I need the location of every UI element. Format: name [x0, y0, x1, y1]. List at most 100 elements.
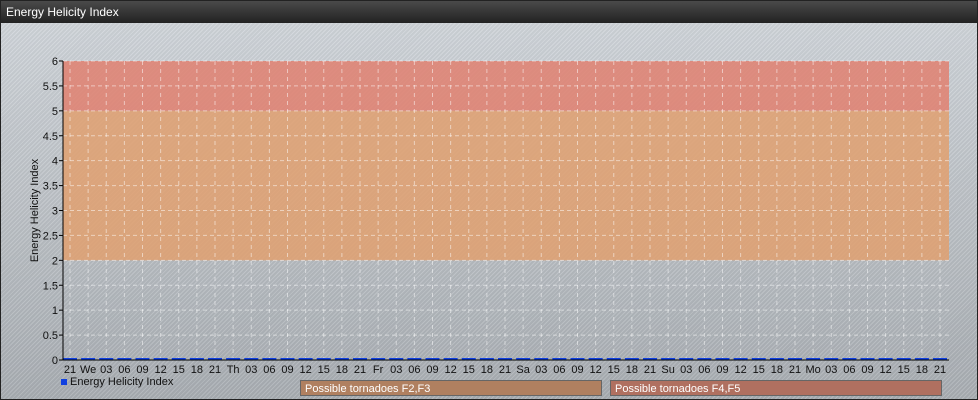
y-tick-label: 6 [52, 56, 58, 68]
bar [624, 358, 639, 360]
bar [117, 358, 132, 360]
y-tick-label: 3.5 [43, 181, 58, 193]
x-tick-label: 03 [390, 364, 402, 376]
bar [135, 358, 150, 360]
x-tick-label: 21 [644, 364, 656, 376]
bar [371, 358, 386, 360]
x-tick-label: 09 [426, 364, 438, 376]
x-tick-label: 12 [590, 364, 602, 376]
bar [516, 358, 531, 360]
x-tick-label: 18 [481, 364, 493, 376]
bar [443, 358, 458, 360]
bar [733, 358, 748, 360]
x-tick-label: 15 [608, 364, 620, 376]
bar [298, 358, 313, 360]
bar [280, 358, 295, 360]
x-tick-label: 15 [173, 364, 185, 376]
x-tick-label: 03 [680, 364, 692, 376]
bar [99, 358, 114, 360]
x-tick-label: 15 [898, 364, 910, 376]
bar [316, 358, 331, 360]
bar [63, 358, 77, 360]
x-tick-label: 18 [771, 364, 783, 376]
y-tick-label: 4.5 [43, 131, 58, 143]
x-tick-label: 06 [553, 364, 565, 376]
bar [461, 358, 476, 360]
x-tick-label: 06 [698, 364, 710, 376]
x-tick-label: 03 [535, 364, 547, 376]
y-tick-label: 2.5 [43, 230, 58, 242]
bar [788, 358, 802, 360]
y-tick-label: 1 [52, 305, 58, 317]
x-tick-label: 18 [336, 364, 348, 376]
bar [244, 358, 259, 360]
panel-title: Energy Helicity Index [1, 1, 977, 23]
bar [606, 358, 621, 360]
bar [643, 358, 657, 360]
y-tick-label: 5.5 [43, 81, 58, 93]
bar [534, 358, 549, 360]
bar [842, 358, 857, 360]
x-tick-label: 09 [136, 364, 148, 376]
x-tick-label: 12 [880, 364, 892, 376]
x-tick-label: 03 [825, 364, 837, 376]
bar [498, 358, 512, 360]
bar [171, 358, 186, 360]
legend-band-f4f5: Possible tornadoes F4,F5 [610, 380, 942, 396]
bar [552, 358, 567, 360]
x-tick-label: 06 [263, 364, 275, 376]
y-tick-label: 3 [52, 206, 58, 218]
x-tick-label: 06 [843, 364, 855, 376]
y-tick-label: 4 [52, 156, 58, 168]
y-tick-label: 0.5 [43, 330, 58, 342]
x-tick-label: 15 [463, 364, 475, 376]
x-tick-label: 21 [499, 364, 511, 376]
x-tick-label: 09 [571, 364, 583, 376]
x-tick-label: 21 [934, 364, 946, 376]
legend-label: Energy Helicity Index [70, 376, 174, 388]
y-tick-label: 5 [52, 106, 58, 118]
bar [860, 358, 875, 360]
x-tick-label: 18 [916, 364, 928, 376]
bar [81, 358, 96, 360]
y-tick-label: 0 [52, 355, 58, 367]
x-tick-label: 06 [118, 364, 130, 376]
x-tick-label: 21 [64, 364, 76, 376]
x-tick-label: 03 [245, 364, 257, 376]
bar [153, 358, 168, 360]
bar [715, 358, 730, 360]
bar [588, 358, 603, 360]
x-tick-label: Th [227, 364, 240, 376]
bar [806, 358, 821, 360]
bar [896, 358, 911, 360]
x-tick-label: 18 [191, 364, 203, 376]
bar [769, 358, 784, 360]
x-tick-label: 12 [445, 364, 457, 376]
legend-swatch [61, 379, 67, 385]
x-tick-label: 15 [753, 364, 765, 376]
x-tick-label: 12 [300, 364, 312, 376]
bar [661, 358, 676, 360]
bar [878, 358, 893, 360]
x-tick-label: Sa [516, 364, 530, 376]
y-tick-label: 1.5 [43, 280, 58, 292]
x-tick-label: 21 [354, 364, 366, 376]
bar [914, 358, 929, 360]
y-axis-label: Energy Helicity Index [29, 158, 41, 262]
x-tick-label: 12 [735, 364, 747, 376]
bar [189, 358, 204, 360]
bar [824, 358, 839, 360]
x-tick-label: 18 [626, 364, 638, 376]
bar [407, 358, 422, 360]
x-tick-label: 06 [408, 364, 420, 376]
x-tick-label: 09 [281, 364, 293, 376]
x-tick-label: 03 [100, 364, 112, 376]
bar [262, 358, 277, 360]
bar [208, 358, 222, 360]
x-tick-label: 21 [209, 364, 221, 376]
legend-band-f2f3: Possible tornadoes F2,F3 [300, 380, 602, 396]
y-tick-label: 2 [52, 255, 58, 267]
legend-series[interactable]: Energy Helicity Index [61, 376, 173, 388]
